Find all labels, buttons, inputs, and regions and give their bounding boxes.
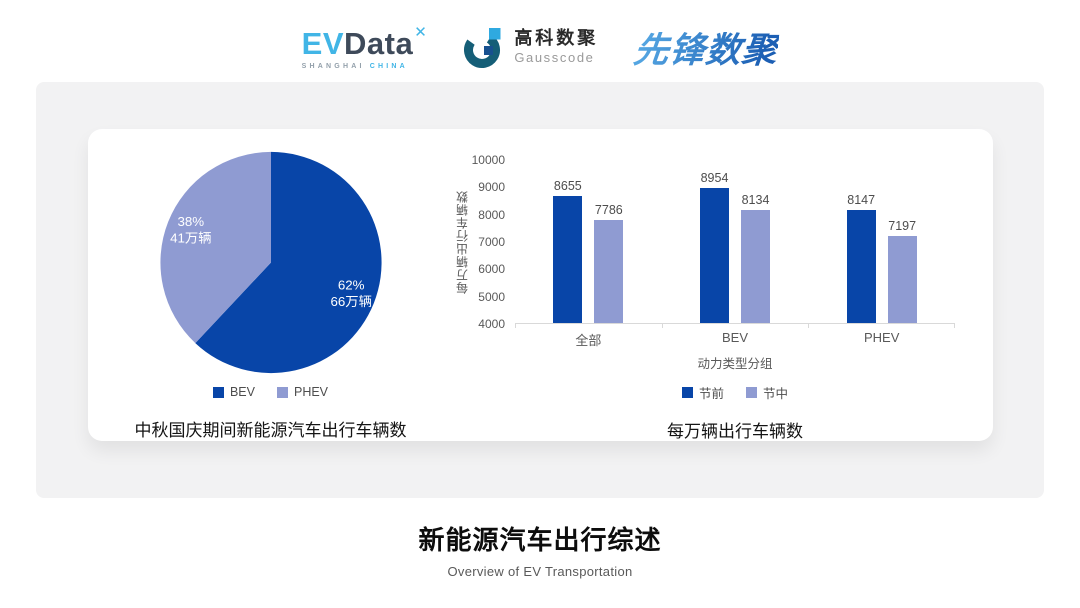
pie-chart: 62% 66万辆 38% 41万辆: [159, 151, 382, 374]
bar-value-label: 8147: [847, 192, 876, 207]
pie-slice-label: 62% 66万辆: [330, 277, 371, 309]
pie-chart-title: 中秋国庆期间新能源汽车出行车辆数: [134, 421, 407, 440]
pie-legend: BEV PHEV: [212, 385, 329, 399]
x-category-label: BEV: [722, 330, 749, 345]
bar-value-label: 8954: [700, 170, 729, 185]
charts-card: 62% 66万辆 38% 41万辆 BEV PHEV 中秋国庆期间新能源汽车出行车辆数 …: [88, 129, 993, 441]
legend-item-节前: 节前: [681, 383, 724, 402]
y-tick-label: 7000: [478, 235, 505, 249]
bar-group-PHEV: 8147 7197: [808, 160, 955, 323]
x-category-label: PHEV: [863, 330, 900, 345]
bar-节中-全部: 7786: [594, 203, 624, 323]
legend-swatch-icon: [212, 386, 224, 398]
gausscode-en-text: Gausscode: [514, 49, 595, 65]
legend-swatch-icon: [746, 387, 757, 398]
page-subtitle: Overview of EV Transportation: [447, 564, 633, 579]
pie-chart-block: 62% 66万辆 38% 41万辆 BEV PHEV 中秋国庆期间新能源汽车出行车辆数: [88, 129, 453, 441]
bar-group-BEV: 8954 8134: [662, 160, 809, 323]
bar-y-axis: 10000 9000 8000 7000 6000 5000 4000: [471, 153, 515, 331]
legend-label: 节中: [763, 387, 789, 401]
page-title: 新能源汽车出行综述: [418, 525, 662, 555]
gausscode-cn-text: 高科数聚: [514, 28, 599, 49]
gray-panel: 62% 66万辆 38% 41万辆 BEV PHEV 中秋国庆期间新能源汽车出行车辆数 …: [36, 82, 1044, 498]
evdata-sub-china: CHINA: [369, 62, 408, 70]
x-axis-tick: [515, 323, 516, 328]
pie-slice-BEV: [194, 151, 382, 374]
legend-item-BEV: BEV: [212, 385, 255, 399]
x-axis-tick: [954, 323, 955, 328]
header-logos: EVData✕ SHANGHAI CHINA 高科数聚 Gausscode 先锋…: [0, 0, 1080, 74]
bar-chart: 每万辆出行车辆数 10000 9000 8000 7000 6000 5000 4000 8…: [453, 143, 993, 331]
legend-label: BEV: [229, 385, 255, 399]
pie-slice-label: 38% 41万辆: [170, 214, 211, 246]
gausscode-g-icon: [464, 28, 501, 68]
gausscode-wordmark: 高科数聚 Gausscode: [514, 28, 599, 65]
bar-x-axis-label: 动力类型分组: [697, 357, 773, 371]
legend-swatch-icon: [276, 386, 288, 398]
bar-group-全部: 8655 7786: [515, 160, 662, 323]
bar-节前-全部: 8655: [553, 179, 583, 323]
y-tick-label: 5000: [478, 289, 505, 304]
pie-slice-PHEV: [159, 151, 271, 344]
bar-节前-BEV: 8954: [700, 171, 729, 323]
bar-chart-block: 每万辆出行车辆数 10000 9000 8000 7000 6000 5000 4000 8…: [453, 129, 993, 441]
evdata-sub-shanghai: SHANGHAI: [301, 62, 365, 70]
logo-xianfeng: 先锋数聚: [632, 22, 781, 73]
bar-x-categories: 全部 BEV PHEV: [515, 330, 955, 349]
y-tick-label: 6000: [478, 262, 505, 277]
legend-swatch-icon: [681, 387, 693, 398]
bar-legend: 节前 节中: [515, 383, 955, 402]
legend-item-PHEV: PHEV: [276, 385, 329, 399]
y-tick-label: 4000: [478, 317, 505, 331]
legend-label: PHEV: [293, 385, 329, 399]
x-axis-tick: [661, 323, 663, 328]
footer: 新能源汽车出行综述 Overview of EV Transportation: [0, 520, 1080, 579]
legend-label: 节前: [698, 387, 724, 401]
x-axis-tick: [808, 323, 810, 328]
logo-gausscode: 高科数聚 Gausscode: [463, 25, 598, 69]
evdata-ev-text: EV: [301, 25, 345, 61]
y-tick-label: 9000: [478, 180, 505, 195]
bar-节中-PHEV: 7197: [887, 219, 917, 323]
y-tick-label: 8000: [478, 207, 505, 222]
logo-evdata: EVData✕ SHANGHAI CHINA: [302, 25, 428, 70]
legend-item-节中: 节中: [746, 383, 788, 402]
bar-y-axis-label: 每万辆出行车辆数: [455, 190, 470, 294]
y-tick-label: 10000: [471, 153, 505, 167]
bar-value-label: 7197: [888, 218, 917, 233]
evdata-subtitle: SHANGHAI CHINA: [302, 63, 428, 70]
evdata-data-text: Data: [344, 25, 414, 61]
bar-value-label: 7786: [594, 202, 623, 217]
evdata-wordmark: EVData✕: [302, 25, 428, 59]
bar-chart-title: 每万辆出行车辆数: [667, 422, 803, 441]
bar-plot-area: 8655 7786 8954 8134 8147 7197: [515, 160, 955, 328]
bar-value-label: 8655: [553, 178, 582, 193]
evdata-star-icon: ✕: [414, 23, 428, 41]
bar-value-label: 8134: [741, 193, 770, 207]
bar-节中-BEV: 8134: [741, 193, 770, 323]
bar-节前-PHEV: 8147: [846, 193, 876, 323]
x-category-label: 全部: [575, 333, 602, 348]
